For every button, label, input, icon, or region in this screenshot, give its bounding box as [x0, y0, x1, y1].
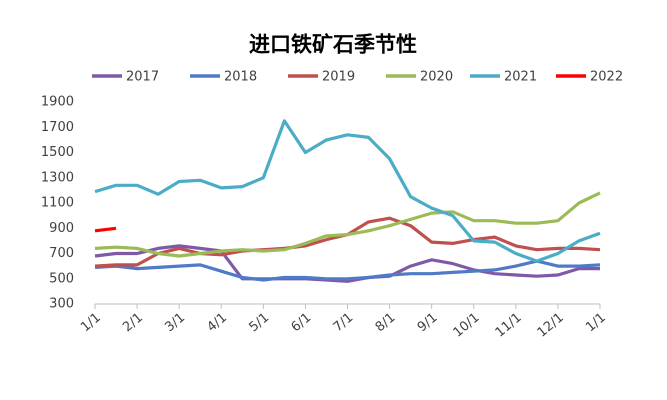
y-tick-label: 1700	[41, 120, 74, 135]
y-tick-label: 1900	[41, 95, 74, 110]
x-tick-label: 12/1	[535, 310, 567, 340]
chart-title: 进口铁矿石季节性	[249, 32, 417, 57]
legend-label: 2019	[322, 70, 355, 85]
x-tick-label: 9/1	[415, 310, 441, 335]
series-line	[94, 244, 600, 283]
x-tick-label: 7/1	[331, 310, 357, 335]
legend-label: 2017	[126, 70, 159, 85]
y-tick-label: 1100	[41, 196, 74, 211]
legend-label: 2022	[590, 70, 623, 85]
x-tick-label: 4/1	[204, 310, 230, 335]
x-tick-label: 10/1	[451, 310, 483, 340]
series-line	[94, 216, 601, 268]
y-tick-label: 700	[49, 246, 74, 261]
y-tick-label: 300	[49, 297, 74, 312]
legend-label: 2020	[420, 70, 453, 85]
y-tick-label: 500	[49, 271, 74, 286]
series-line	[94, 191, 601, 258]
x-tick-label: 6/1	[289, 310, 315, 335]
legend-label: 2018	[224, 70, 257, 85]
series-line	[94, 119, 601, 263]
legend-label: 2021	[504, 70, 537, 85]
x-tick-label: 1/1	[583, 310, 609, 335]
x-tick-label: 8/1	[373, 310, 399, 335]
y-tick-label: 900	[49, 221, 74, 236]
series-line	[94, 226, 117, 233]
x-tick-label: 11/1	[493, 310, 525, 340]
y-tick-label: 1500	[41, 145, 74, 160]
x-tick-label: 3/1	[162, 310, 188, 335]
x-tick-label: 1/1	[78, 310, 104, 335]
x-tick-label: 5/1	[246, 310, 272, 335]
x-tick-label: 2/1	[120, 310, 146, 335]
series-line	[94, 259, 601, 282]
y-tick-label: 1300	[41, 170, 74, 185]
